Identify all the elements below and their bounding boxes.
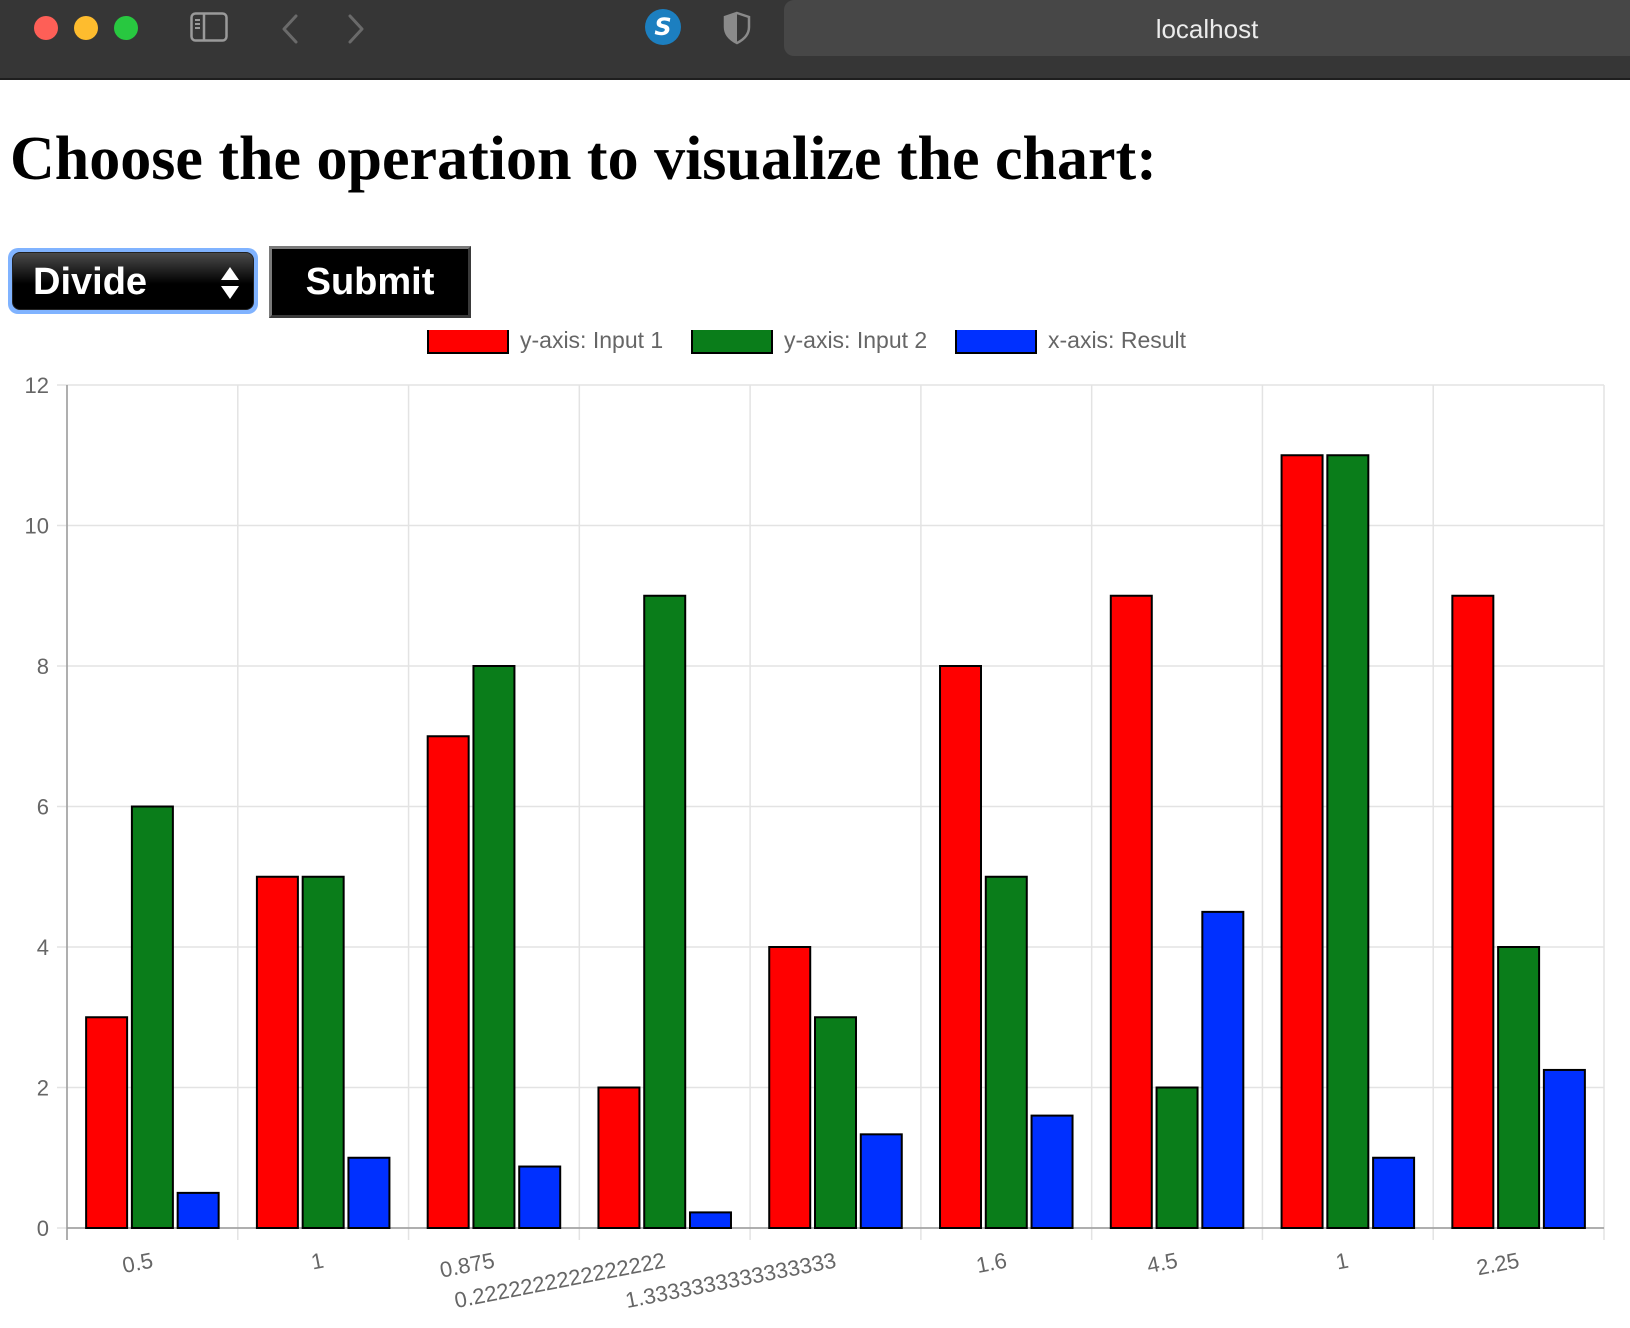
bar-result <box>347 1156 391 1229</box>
x-tick-label: 1 <box>1334 1248 1351 1275</box>
x-tick-label: 0.5 <box>120 1248 155 1278</box>
legend-label: y-axis: Input 2 <box>784 330 927 353</box>
bar-result <box>1542 1068 1586 1229</box>
bar-result <box>1030 1114 1074 1229</box>
minimize-window-button[interactable] <box>74 16 98 40</box>
page-title: Choose the operation to visualize the ch… <box>10 125 1157 193</box>
bar-result <box>1201 910 1245 1229</box>
select-updown-arrows-icon <box>221 267 239 299</box>
legend-label: x-axis: Result <box>1048 330 1187 353</box>
bar-input1 <box>1109 594 1153 1229</box>
legend-swatch-input1 <box>427 330 509 354</box>
submit-button[interactable]: Submit <box>269 246 471 318</box>
bar-input2 <box>984 875 1028 1229</box>
sidebar-icon[interactable] <box>190 12 228 42</box>
y-tick-label: 6 <box>37 795 49 820</box>
close-window-button[interactable] <box>34 16 58 40</box>
x-tick-label: 4.5 <box>1145 1248 1180 1278</box>
bar-input1 <box>85 1016 129 1229</box>
zoom-window-button[interactable] <box>114 16 138 40</box>
legend-swatch-input2 <box>691 330 773 354</box>
bar-result <box>176 1191 220 1229</box>
y-tick-label: 2 <box>37 1076 49 1101</box>
operation-select-box[interactable]: Divide <box>12 252 254 310</box>
y-tick-label: 4 <box>37 935 49 960</box>
browser-titlebar: S localhost <box>0 0 1630 80</box>
shield-icon[interactable] <box>722 11 752 45</box>
bar-input2 <box>301 875 345 1229</box>
y-tick-label: 12 <box>25 373 49 398</box>
bar-input1 <box>768 946 812 1229</box>
bar-result <box>859 1133 903 1229</box>
back-arrow-icon[interactable] <box>278 12 302 46</box>
bar-input1 <box>1280 454 1324 1229</box>
bar-input2 <box>130 805 174 1229</box>
y-tick-label: 0 <box>37 1216 49 1241</box>
forward-arrow-icon[interactable] <box>344 12 368 46</box>
legend-swatch-result <box>955 330 1037 354</box>
bar-input1 <box>939 665 983 1229</box>
x-tick-label: 0.875 <box>438 1248 497 1283</box>
bar-input2 <box>643 594 687 1229</box>
x-tick-label: 1.6 <box>974 1248 1009 1278</box>
address-bar[interactable]: localhost <box>784 0 1630 56</box>
bar-input1 <box>426 735 470 1229</box>
bar-input2 <box>1497 946 1541 1229</box>
x-tick-label: 2.25 <box>1474 1248 1521 1281</box>
legend-label: y-axis: Input 1 <box>520 330 663 353</box>
bar-result <box>1372 1156 1416 1229</box>
x-tick-label: 1 <box>309 1248 326 1275</box>
extension-s-icon[interactable]: S <box>645 9 681 45</box>
url-text: localhost <box>1155 14 1259 44</box>
bar-input2 <box>472 665 516 1229</box>
bar-result <box>518 1165 562 1229</box>
bar-input2 <box>1155 1086 1199 1229</box>
bar-input2 <box>1326 454 1370 1229</box>
bar-input1 <box>1451 594 1495 1229</box>
operation-select-value: Divide <box>33 261 148 303</box>
bar-input1 <box>597 1086 641 1229</box>
operation-select[interactable]: Divide <box>8 248 258 314</box>
bar-input1 <box>255 875 299 1229</box>
y-tick-label: 8 <box>37 654 49 679</box>
bar-input2 <box>814 1016 857 1229</box>
bar-result <box>688 1211 732 1230</box>
y-tick-label: 10 <box>25 514 49 539</box>
